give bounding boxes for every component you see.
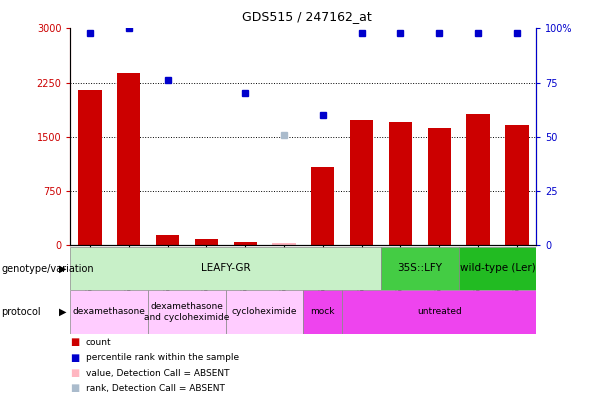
Text: ■: ■ xyxy=(70,368,80,378)
Bar xyxy=(428,128,451,245)
Text: count: count xyxy=(86,338,112,347)
Text: percentile rank within the sample: percentile rank within the sample xyxy=(86,353,239,362)
Text: ■: ■ xyxy=(70,353,80,362)
Text: ▶: ▶ xyxy=(59,307,66,317)
Bar xyxy=(78,90,102,245)
Text: value, Detection Call = ABSENT: value, Detection Call = ABSENT xyxy=(86,369,229,377)
Text: wild-type (Ler): wild-type (Ler) xyxy=(460,263,535,273)
Text: mock: mock xyxy=(311,307,335,316)
Bar xyxy=(148,290,226,334)
Text: ▶: ▶ xyxy=(59,264,66,273)
Text: protocol: protocol xyxy=(1,307,41,317)
Bar xyxy=(195,239,218,245)
Text: ■: ■ xyxy=(70,384,80,393)
Text: dexamethasone
and cycloheximide: dexamethasone and cycloheximide xyxy=(144,302,230,322)
Bar xyxy=(381,247,459,290)
Text: dexamethasone: dexamethasone xyxy=(73,307,146,316)
Bar xyxy=(117,73,140,245)
Text: ■: ■ xyxy=(70,337,80,347)
Bar xyxy=(466,114,490,245)
Bar xyxy=(350,120,373,245)
Bar xyxy=(272,243,295,245)
Text: cycloheximide: cycloheximide xyxy=(232,307,297,316)
Text: genotype/variation: genotype/variation xyxy=(1,264,94,273)
Text: 35S::LFY: 35S::LFY xyxy=(397,263,443,273)
Bar xyxy=(70,247,381,290)
Bar xyxy=(389,122,412,245)
Text: rank, Detection Call = ABSENT: rank, Detection Call = ABSENT xyxy=(86,384,225,393)
Bar xyxy=(311,167,335,245)
Bar xyxy=(505,125,528,245)
Bar xyxy=(303,290,342,334)
Bar xyxy=(156,235,179,245)
Text: LEAFY-GR: LEAFY-GR xyxy=(201,263,251,273)
Text: untreated: untreated xyxy=(417,307,462,316)
Bar xyxy=(234,242,257,245)
Bar xyxy=(70,290,148,334)
Bar xyxy=(226,290,303,334)
Bar xyxy=(342,290,536,334)
Text: GDS515 / 247162_at: GDS515 / 247162_at xyxy=(242,10,371,23)
Bar xyxy=(459,247,536,290)
